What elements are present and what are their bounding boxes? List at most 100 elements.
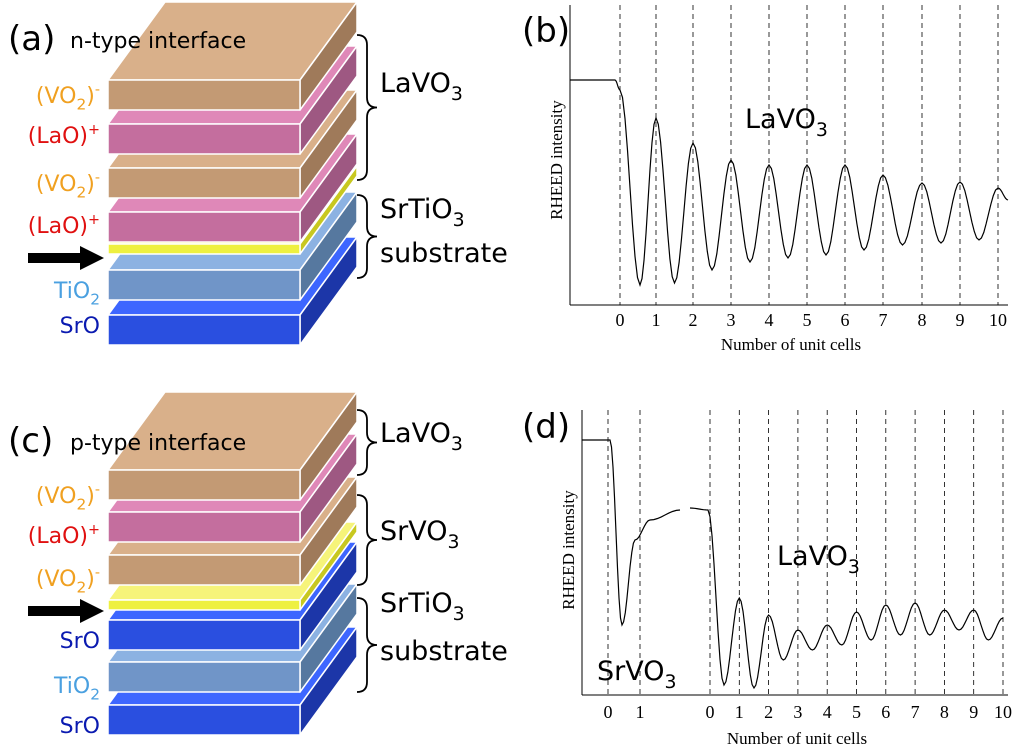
brace — [357, 495, 377, 585]
x-tick-label: 8 — [940, 702, 949, 722]
slab-front — [108, 80, 300, 110]
text-part: ) — [86, 172, 95, 197]
brace — [357, 598, 377, 692]
text-part: SrO — [60, 714, 100, 739]
brace — [357, 35, 377, 180]
slab-front — [108, 662, 300, 692]
text-part: SrTiO — [380, 588, 453, 619]
text-part: LaVO — [380, 68, 451, 99]
x-tick-label: 10 — [989, 310, 1007, 330]
text-part: (VO — [36, 84, 77, 109]
arrow-shaft — [28, 606, 83, 616]
y-axis-label: RHEED intensity — [547, 100, 566, 220]
subscript: 3 — [451, 433, 463, 455]
layer-label: SrO — [60, 714, 100, 739]
subscript: 3 — [665, 671, 677, 693]
annotation: LaVO3​ — [745, 104, 828, 141]
text-part: TiO — [53, 279, 90, 304]
x-tick-label: 6 — [881, 702, 890, 722]
group-label: substrate — [380, 636, 508, 667]
subscript: 2 — [90, 291, 100, 309]
text-part: (VO — [36, 567, 77, 592]
text-part: (LaO) — [28, 124, 88, 149]
annotation: LaVO3​ — [777, 541, 860, 578]
x-tick-label: 6 — [841, 310, 850, 330]
text-part: ) — [86, 567, 95, 592]
layer-label: TiO2​ — [53, 674, 100, 704]
subscript: 2 — [76, 579, 86, 597]
x-tick-label: 2 — [764, 702, 773, 722]
x-tick-label: 1 — [636, 702, 645, 722]
superscript: - — [95, 482, 100, 498]
superscript: - — [95, 170, 100, 186]
layer-label: (LaO)+​ — [28, 522, 100, 549]
x-tick-label: 2 — [689, 310, 698, 330]
text-part: SrVO — [597, 656, 665, 687]
x-tick-label: 5 — [852, 702, 861, 722]
slab-front — [108, 600, 300, 610]
x-tick-label: 7 — [911, 702, 920, 722]
text-part: TiO — [53, 674, 90, 699]
layer-label: (VO2​)-​ — [36, 82, 100, 113]
superscript: - — [95, 565, 100, 581]
slab-front — [108, 705, 300, 735]
text-part: SrO — [60, 314, 100, 339]
layer-label: TiO2​ — [53, 279, 100, 309]
x-tick-label: 0 — [706, 702, 715, 722]
text-part: (LaO) — [28, 214, 88, 239]
x-tick-label: 5 — [803, 310, 812, 330]
arrow-head — [80, 246, 104, 270]
layer-label: (VO2​)-​ — [36, 482, 100, 513]
text-part: (LaO) — [28, 524, 88, 549]
layer-label: SrO — [60, 314, 100, 339]
group-label: SrTiO3​ — [380, 194, 465, 231]
layer-label: (LaO)+​ — [28, 122, 100, 149]
subscript: 2 — [76, 96, 86, 114]
x-axis-label: Number of unit cells — [727, 729, 867, 748]
text-part: LaVO — [745, 104, 816, 135]
text-part: substrate — [380, 238, 508, 269]
y-axis-label: RHEED intensity — [559, 490, 578, 610]
text-part: LaVO — [380, 418, 451, 449]
annotation: SrVO3​ — [597, 656, 677, 693]
superscript: + — [88, 212, 100, 228]
group-label: substrate — [380, 238, 508, 269]
superscript: + — [88, 522, 100, 538]
panel-letter: (d) — [522, 407, 570, 447]
slab-front — [108, 315, 300, 345]
subscript: 3 — [453, 209, 465, 231]
rheed-curve — [582, 440, 680, 625]
x-tick-label: 1 — [735, 702, 744, 722]
slab-front — [108, 555, 300, 585]
text-part: ) — [86, 84, 95, 109]
figure: (a)n-type interface(VO2​)-​(LaO)+​(VO2​)… — [0, 0, 1017, 753]
x-tick-label: 9 — [969, 702, 978, 722]
slab-front — [108, 270, 300, 300]
slab-front — [108, 620, 300, 650]
subscript: 3 — [848, 556, 860, 578]
panel-title: p-type interface — [70, 431, 246, 456]
layer-label: (LaO)+​ — [28, 212, 100, 239]
subscript: 2 — [90, 686, 100, 704]
group-label: SrTiO3​ — [380, 588, 465, 625]
text-part: substrate — [380, 636, 508, 667]
group-label: SrVO3​ — [380, 516, 460, 553]
arrow-shaft — [28, 253, 83, 263]
superscript: + — [88, 122, 100, 138]
slab-front — [108, 168, 300, 198]
layer-label: SrO — [60, 629, 100, 654]
arrow-head — [80, 599, 104, 623]
x-tick-label: 10 — [994, 702, 1012, 722]
layer-label: (VO2​)-​ — [36, 565, 100, 596]
group-label: LaVO3​ — [380, 418, 463, 455]
text-part: (VO — [36, 484, 77, 509]
x-tick-label: 7 — [879, 310, 888, 330]
subscript: 3 — [451, 83, 463, 105]
x-tick-label: 8 — [918, 310, 927, 330]
x-tick-label: 3 — [793, 702, 802, 722]
panel-letter: (a) — [8, 19, 55, 59]
panel-letter: (c) — [8, 421, 53, 461]
slab-front — [108, 212, 300, 242]
text-part: SrTiO — [380, 194, 453, 225]
brace — [357, 410, 377, 475]
